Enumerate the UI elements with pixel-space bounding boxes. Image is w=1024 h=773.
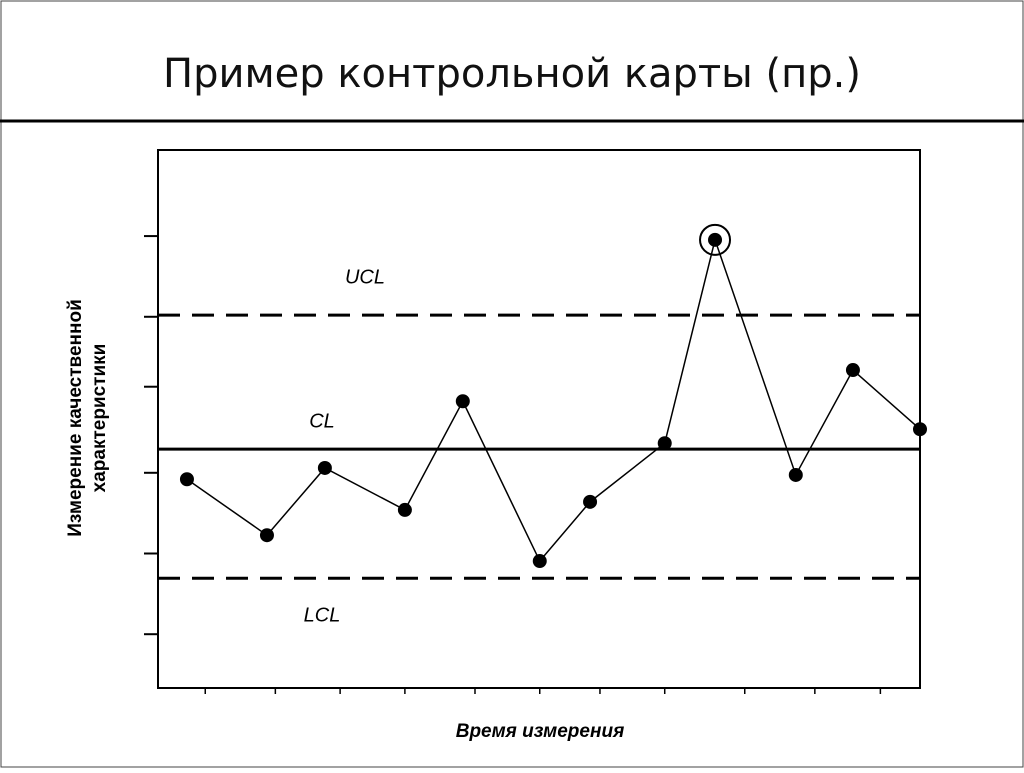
- highlight-ring: [699, 223, 732, 256]
- plot-frame: [157, 149, 921, 689]
- y-label-line: Измерение качественной: [65, 299, 86, 536]
- control-limit-label: UCL: [345, 266, 385, 288]
- data-point: [708, 232, 723, 247]
- data-line: [186, 237, 921, 563]
- x-axis-label: Время измерения: [456, 721, 625, 742]
- y-axis-label: Измерение качественной характеристики: [65, 299, 110, 536]
- data-point: [397, 502, 412, 517]
- control-limit-label: CL: [309, 410, 335, 432]
- data-point: [583, 494, 598, 509]
- data-point: [913, 422, 927, 437]
- data-point: [788, 467, 803, 482]
- data-point: [259, 528, 274, 543]
- data-point: [532, 554, 547, 569]
- data-point: [317, 460, 332, 475]
- data-point: [179, 472, 194, 487]
- data-point: [657, 436, 672, 451]
- data-point: [845, 363, 860, 378]
- y-label-line: характеристики: [89, 344, 110, 493]
- data-point: [455, 394, 470, 409]
- slide-title: Пример контрольной карты (пр.): [163, 51, 861, 97]
- control-limit-label: LCL: [304, 605, 341, 627]
